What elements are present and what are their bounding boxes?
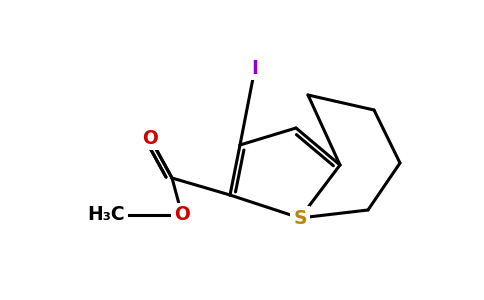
Text: I: I [252,58,258,77]
Text: H₃C: H₃C [88,206,125,224]
Text: O: O [174,206,190,224]
Text: O: O [142,128,158,148]
Text: S: S [293,208,307,227]
